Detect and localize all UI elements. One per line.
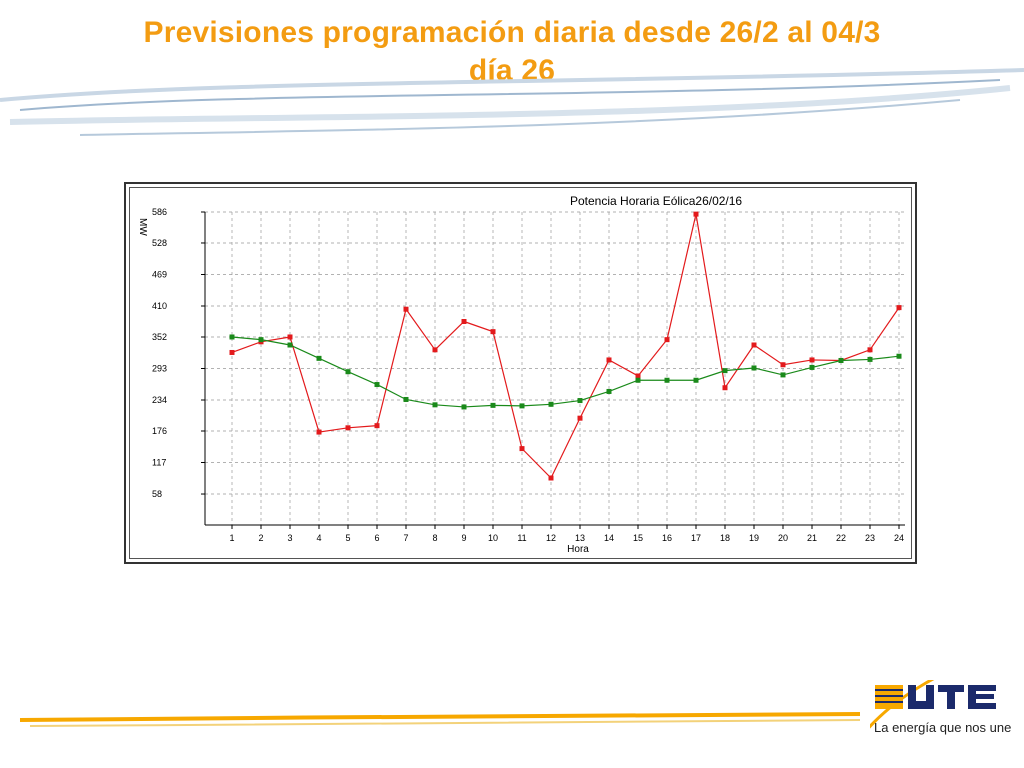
- data-point: [606, 388, 612, 394]
- series-points: [229, 211, 902, 481]
- y-tick-label: 117: [152, 458, 166, 468]
- data-point: [548, 475, 554, 481]
- slide-title-line1: Previsiones programación diaria desde 26…: [143, 16, 881, 49]
- data-point: [722, 385, 728, 391]
- x-tick-label: 9: [461, 533, 466, 543]
- x-tick-label: 20: [778, 533, 788, 543]
- data-point: [432, 347, 438, 353]
- chart-frame: Potencia Horaria Eólica26/02/16 MW Hora …: [124, 182, 917, 564]
- grid: [205, 211, 905, 525]
- data-point: [722, 368, 728, 374]
- series-lines: [231, 214, 900, 480]
- data-point: [867, 356, 873, 362]
- x-axis-label: Hora: [567, 544, 589, 555]
- data-point: [461, 318, 467, 324]
- data-point: [664, 337, 670, 343]
- x-tick-label: 2: [258, 533, 263, 543]
- data-point: [403, 306, 409, 312]
- data-point: [345, 369, 351, 375]
- data-point: [664, 377, 670, 383]
- y-tick-label: 234: [152, 395, 167, 405]
- x-tick-label: 11: [517, 533, 526, 543]
- data-point: [229, 334, 235, 340]
- data-point: [780, 362, 786, 368]
- x-tick-label: 12: [546, 533, 556, 543]
- x-tick-label: 19: [749, 533, 759, 543]
- y-tick-label: 410: [152, 301, 167, 311]
- x-tick-label: 5: [345, 533, 350, 543]
- series-line-0: [231, 214, 900, 480]
- y-tick-label: 293: [152, 364, 167, 374]
- y-tick-label: 528: [152, 238, 167, 248]
- data-point: [867, 347, 873, 353]
- data-point: [809, 364, 815, 370]
- data-point: [461, 404, 467, 410]
- data-point: [896, 305, 902, 311]
- x-tick-label: 14: [604, 533, 614, 543]
- data-point: [229, 349, 235, 355]
- data-point: [519, 403, 525, 409]
- y-tick-label: 586: [152, 207, 167, 217]
- data-point: [577, 415, 583, 421]
- chart-title: Potencia Horaria Eólica26/02/16: [570, 194, 742, 208]
- data-point: [316, 355, 322, 361]
- x-tick-label: 8: [432, 533, 437, 543]
- x-tick-label: 7: [403, 533, 408, 543]
- data-point: [693, 377, 699, 383]
- data-point: [896, 353, 902, 359]
- series-line-1: [231, 336, 900, 408]
- x-tick-label: 10: [488, 533, 498, 543]
- data-point: [374, 382, 380, 388]
- data-point: [345, 425, 351, 431]
- data-point: [316, 429, 322, 435]
- x-tick-label: 6: [374, 533, 379, 543]
- data-point: [635, 377, 641, 383]
- y-tick-label: 58: [152, 489, 162, 499]
- axes: [201, 211, 905, 529]
- data-point: [809, 357, 815, 363]
- slide-title: Previsiones programación diaria desde 26…: [0, 14, 1024, 90]
- x-tick-label: 17: [691, 533, 701, 543]
- data-point: [258, 337, 264, 343]
- x-tick-label: 16: [662, 533, 672, 543]
- x-tick-label: 15: [633, 533, 643, 543]
- data-point: [751, 365, 757, 371]
- data-point: [606, 357, 612, 363]
- data-point: [403, 396, 409, 402]
- ute-logo: [870, 680, 996, 729]
- x-tick-label: 3: [287, 533, 292, 543]
- y-tick-label: 352: [152, 332, 167, 342]
- data-point: [635, 373, 641, 379]
- data-point: [490, 402, 496, 408]
- x-tick-label: 23: [865, 533, 875, 543]
- data-point: [780, 372, 786, 378]
- x-tick-label: 24: [894, 533, 904, 543]
- x-tick-label: 13: [575, 533, 585, 543]
- data-point: [374, 423, 380, 429]
- y-tick-label: 469: [152, 269, 167, 279]
- data-point: [838, 357, 844, 363]
- data-point: [548, 401, 554, 407]
- x-tick-label: 22: [836, 533, 846, 543]
- y-tick-label: 176: [152, 426, 167, 436]
- x-tick-label: 4: [316, 533, 321, 543]
- data-point: [287, 342, 293, 348]
- data-point: [432, 402, 438, 408]
- data-point: [693, 211, 699, 217]
- wind-power-chart: Potencia Horaria Eólica26/02/16 MW Hora …: [137, 194, 905, 555]
- logo-tagline: La energía que nos une: [874, 720, 1012, 735]
- chart-panel: Potencia Horaria Eólica26/02/16 MW Hora …: [129, 187, 912, 559]
- data-point: [577, 398, 583, 404]
- data-point: [287, 334, 293, 340]
- x-tick-label: 21: [807, 533, 817, 543]
- decorative-swoosh: [0, 68, 1024, 136]
- x-tick-label: 18: [720, 533, 730, 543]
- data-point: [519, 446, 525, 452]
- x-tick-label: 1: [229, 533, 234, 543]
- data-point: [751, 342, 757, 348]
- y-axis-label: MW: [137, 218, 148, 236]
- data-point: [490, 329, 496, 335]
- decorative-bottom-swoosh: [19, 712, 861, 727]
